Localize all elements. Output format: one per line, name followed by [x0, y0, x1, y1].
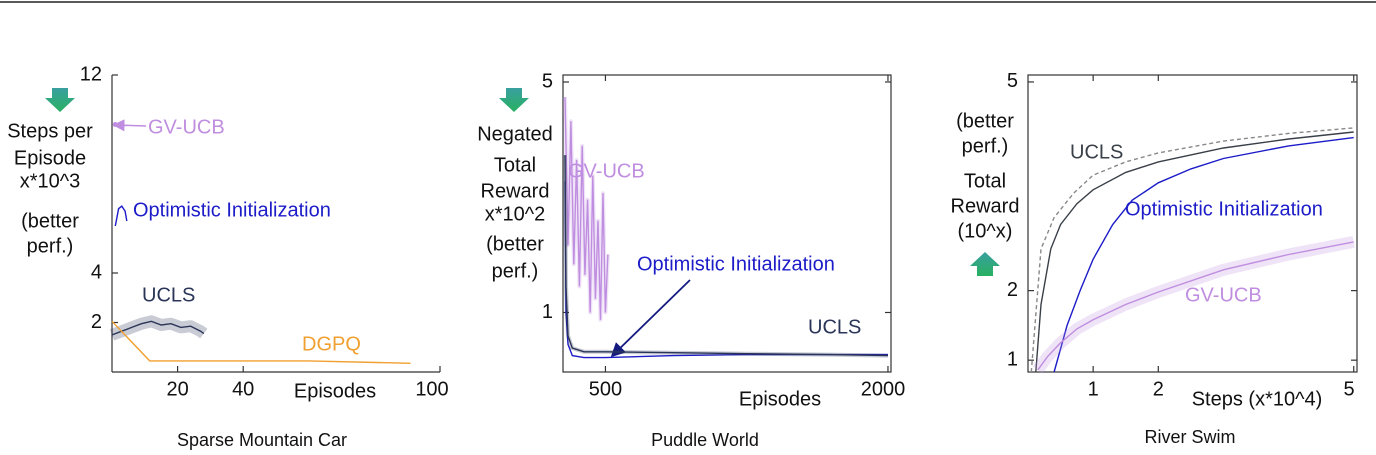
series-line: [111, 320, 205, 336]
series-line: [111, 320, 411, 364]
x-tick-label: 40: [232, 378, 254, 400]
y-axis-label: perf.): [27, 235, 74, 257]
down-arrow-icon: [45, 88, 75, 112]
y-axis-label: (better: [21, 210, 79, 232]
chart-title: Sparse Mountain Car: [177, 430, 347, 450]
y-tick-label: 5: [1007, 70, 1018, 92]
y-axis-label: Episode: [14, 147, 86, 169]
y-tick-label: 1: [542, 301, 553, 323]
y-axis-label: perf.): [492, 260, 539, 282]
y-tick-label: 1: [1007, 348, 1018, 370]
y-tick-label: 2: [1007, 279, 1018, 301]
series-label: UCLS: [1070, 141, 1123, 163]
x-tick-label: 500: [589, 378, 622, 400]
y-axis-label: x*10^3: [20, 170, 81, 192]
series-line: [1053, 136, 1354, 373]
series-label: DGPQ: [302, 333, 361, 355]
plot-frame: [1027, 74, 1358, 373]
x-axis-label: Episodes: [294, 380, 376, 402]
data-point: [112, 122, 118, 127]
series-line: [564, 97, 609, 320]
y-axis-label: (10^x): [958, 220, 1013, 242]
annotation-arrow: [610, 279, 691, 358]
y-axis-label: x*10^2: [485, 203, 546, 225]
annotation-arrow: [112, 119, 147, 132]
x-tick-label: 1: [1088, 378, 1099, 400]
x-tick-label: 20: [166, 378, 188, 400]
series-label: UCLS: [808, 316, 861, 338]
y-tick-label: 5: [542, 70, 553, 92]
y-axis-label: (better: [486, 233, 544, 255]
y-axis-label: (better: [956, 110, 1014, 132]
series-label: Optimistic Initialization: [637, 253, 835, 275]
chart-title: Puddle World: [651, 430, 759, 450]
plot-frame: [562, 74, 892, 373]
x-tick-label: 2000: [861, 378, 906, 400]
y-axis-label: Steps per: [7, 120, 93, 142]
series-line: [1035, 131, 1354, 373]
chart-title: River Swim: [1144, 427, 1235, 447]
series-label: UCLS: [142, 284, 195, 306]
x-axis-label: Episodes: [739, 388, 821, 410]
series-label: GV-UCB: [148, 116, 225, 138]
series-label: Optimistic Initialization: [133, 199, 331, 221]
y-axis-label: Reward: [481, 180, 550, 202]
up-arrow-icon: [970, 252, 1000, 276]
series-line: [1030, 127, 1354, 373]
x-tick-label: 5: [1343, 378, 1354, 400]
series-line: [1037, 241, 1354, 371]
y-tick-label: 2: [91, 311, 102, 333]
y-tick-label: 12: [80, 63, 102, 85]
y-axis-label: Total: [494, 154, 536, 176]
series-label: GV-UCB: [1185, 284, 1262, 306]
y-tick-label: 4: [91, 261, 102, 283]
x-axis-label: Steps (x*10^4): [1192, 388, 1323, 410]
y-axis-label: Negated: [477, 123, 553, 145]
series-label: Optimistic Initialization: [1125, 198, 1323, 220]
y-axis-label: Reward: [951, 195, 1020, 217]
series-line: [564, 155, 889, 357]
series-line: [114, 205, 128, 227]
y-axis-label: perf.): [962, 135, 1009, 157]
y-axis-label: Total: [964, 170, 1006, 192]
down-arrow-icon: [499, 88, 529, 112]
x-tick-label: 2: [1153, 378, 1164, 400]
series-label: GV-UCB: [568, 160, 645, 182]
x-tick-label: 100: [415, 378, 448, 400]
